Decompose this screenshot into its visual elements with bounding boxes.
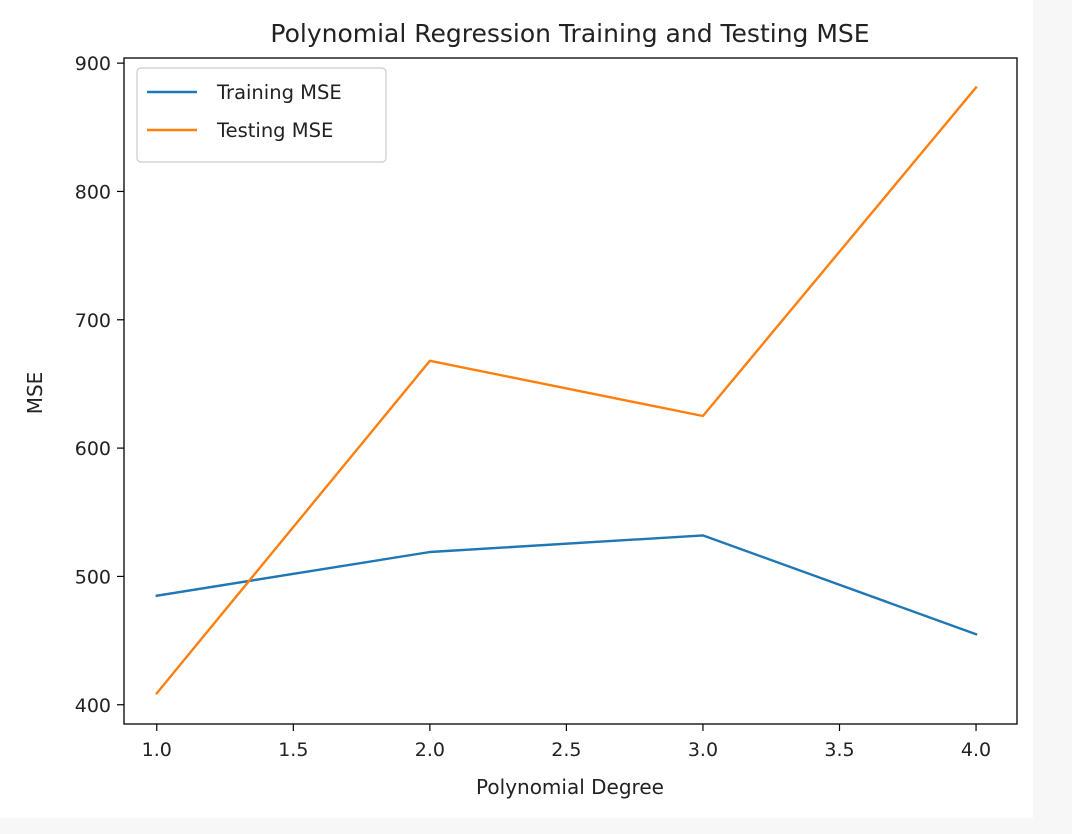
x-tick-label: 1.5 xyxy=(278,739,308,761)
y-tick-label: 400 xyxy=(75,695,111,717)
y-tick-label: 900 xyxy=(75,53,111,75)
x-axis-ticks: 1.0 1.5 2.0 2.5 3.0 3.5 4.0 xyxy=(142,724,991,761)
y-axis-ticks: 400 500 600 700 800 900 xyxy=(75,53,124,717)
y-tick-label: 600 xyxy=(75,438,111,460)
plot-area-frame xyxy=(123,57,1018,725)
legend-label: Testing MSE xyxy=(216,119,333,142)
training-mse-line xyxy=(155,534,978,636)
x-axis-label: Polynomial Degree xyxy=(476,775,664,799)
x-tick-label: 3.0 xyxy=(688,739,718,761)
line-chart: Polynomial Regression Training and Testi… xyxy=(23,19,1018,799)
y-tick-label: 500 xyxy=(75,566,111,588)
legend-label: Training MSE xyxy=(216,81,342,104)
x-tick-label: 2.0 xyxy=(415,739,445,761)
legend: Training MSE Testing MSE xyxy=(136,67,387,163)
chart-title: Polynomial Regression Training and Testi… xyxy=(270,19,869,48)
x-tick-label: 3.5 xyxy=(824,739,854,761)
x-tick-label: 2.5 xyxy=(551,739,581,761)
legend-box xyxy=(136,67,387,163)
testing-mse-line xyxy=(155,85,978,695)
x-tick-label: 1.0 xyxy=(142,739,172,761)
series-lines xyxy=(155,85,978,695)
figure: Polynomial Regression Training and Testi… xyxy=(23,19,1018,799)
y-tick-label: 800 xyxy=(75,181,111,203)
x-tick-label: 4.0 xyxy=(961,739,991,761)
y-axis-label: MSE xyxy=(23,372,47,415)
y-tick-label: 700 xyxy=(75,310,111,332)
